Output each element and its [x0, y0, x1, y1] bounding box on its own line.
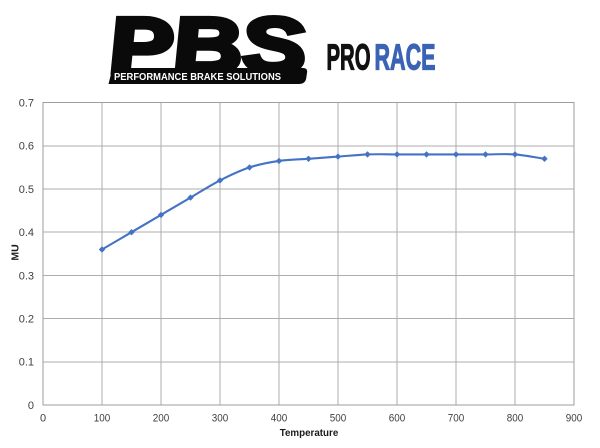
svg-text:0: 0	[40, 413, 46, 425]
svg-text:PERFORMANCE BRAKE SOLUTIONS: PERFORMANCE BRAKE SOLUTIONS	[114, 72, 281, 83]
svg-text:900: 900	[566, 413, 583, 425]
svg-text:300: 300	[212, 413, 229, 425]
svg-text:RACE: RACE	[375, 37, 436, 78]
svg-text:100: 100	[94, 413, 111, 425]
svg-text:700: 700	[448, 413, 465, 425]
svg-text:0.4: 0.4	[19, 227, 34, 239]
svg-text:0.6: 0.6	[19, 141, 34, 153]
svg-text:0.3: 0.3	[19, 270, 34, 282]
svg-text:Temperature: Temperature	[280, 428, 339, 439]
svg-text:0: 0	[28, 400, 34, 412]
svg-text:500: 500	[330, 413, 347, 425]
svg-text:600: 600	[389, 413, 406, 425]
svg-text:MU: MU	[9, 244, 21, 260]
svg-text:200: 200	[153, 413, 170, 425]
svg-text:400: 400	[271, 413, 288, 425]
svg-text:800: 800	[507, 413, 524, 425]
svg-text:0.5: 0.5	[19, 184, 34, 196]
svg-text:0.7: 0.7	[19, 98, 34, 110]
svg-text:PRO: PRO	[327, 37, 371, 78]
svg-text:0.1: 0.1	[19, 357, 34, 369]
svg-text:0.2: 0.2	[19, 314, 34, 326]
